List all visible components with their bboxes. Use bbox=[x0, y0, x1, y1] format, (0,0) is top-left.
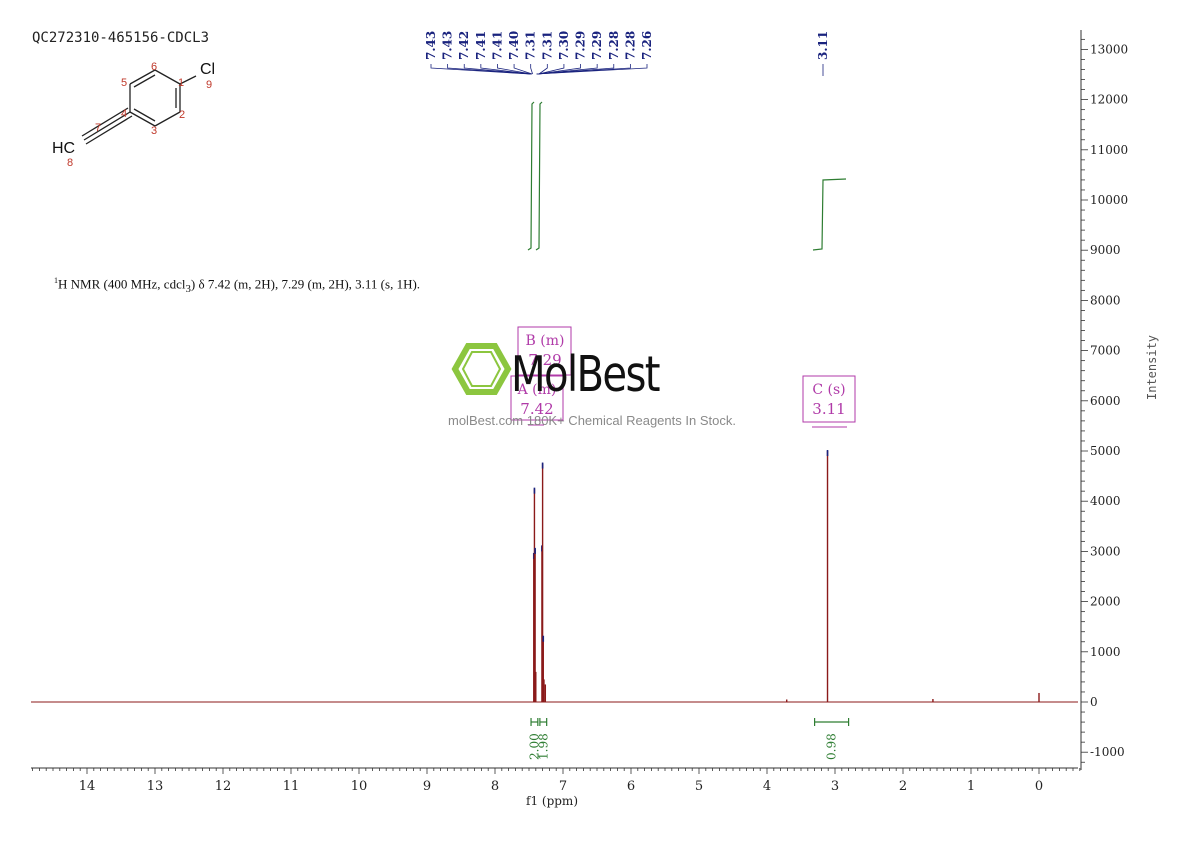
multiplet-label: A (m) bbox=[517, 382, 557, 398]
watermark-tagline: molBest.com 180K+ Chemical Reagents In S… bbox=[448, 413, 736, 428]
peak-label: 7.26 bbox=[640, 31, 654, 60]
ring-number: 4 bbox=[121, 108, 127, 120]
x-tick-label: 13 bbox=[147, 779, 164, 794]
molecule-labels: Cl 9 HC 8 1 2 3 4 5 6 7 bbox=[52, 61, 215, 169]
multiplet-label: C (s) bbox=[812, 382, 845, 398]
x-tick-label: 14 bbox=[79, 779, 96, 794]
peak-label-connector bbox=[537, 64, 598, 75]
nucleus-superscript: 1 bbox=[54, 276, 58, 285]
peak-label-connector bbox=[538, 64, 565, 75]
x-tick-label: 9 bbox=[423, 779, 431, 794]
multiplet-shift: 7.42 bbox=[520, 400, 553, 418]
peak-label: 3.11 bbox=[816, 31, 830, 60]
peak-label-connector bbox=[447, 64, 531, 75]
integral-value: 1.98 bbox=[536, 733, 550, 760]
summary-rest: ) δ 7.42 (m, 2H), 7.29 (m, 2H), 3.11 (s,… bbox=[190, 276, 421, 292]
peak-label-connector bbox=[538, 64, 548, 75]
peak-label-connector bbox=[497, 64, 532, 75]
x-tick-label: 3 bbox=[831, 779, 839, 794]
ring-number: 3 bbox=[151, 125, 157, 137]
peak-label: 7.43 bbox=[424, 31, 438, 60]
peak-label: 7.29 bbox=[574, 31, 588, 60]
x-tick-label: 11 bbox=[283, 779, 300, 794]
peak-label-connector bbox=[530, 64, 533, 75]
peak-label-connector bbox=[480, 64, 532, 75]
peak-label: 7.31 bbox=[540, 31, 554, 60]
peak-label-connector bbox=[463, 64, 531, 75]
y-tick-label: 0 bbox=[1090, 695, 1098, 709]
peak-label: 7.30 bbox=[557, 31, 571, 60]
peak-label: 7.28 bbox=[623, 31, 637, 60]
x-tick-label: 6 bbox=[627, 779, 635, 794]
x-tick-label: 10 bbox=[351, 779, 368, 794]
multiplet-box bbox=[517, 326, 572, 376]
y-tick-label: 10000 bbox=[1090, 193, 1128, 207]
sample-id: QC272310-465156-CDCL3 bbox=[32, 30, 210, 46]
x-tick-label: 4 bbox=[763, 779, 771, 794]
x-tick-label: 1 bbox=[967, 779, 975, 794]
y-axis-label: Intensity bbox=[1145, 334, 1159, 400]
multiplet-box bbox=[510, 375, 564, 421]
y-tick-label: 12000 bbox=[1090, 93, 1128, 107]
atom-number: 8 bbox=[67, 157, 73, 169]
ring-number: 6 bbox=[151, 61, 157, 73]
peak-label-connector bbox=[430, 64, 531, 75]
x-tick-label: 0 bbox=[1035, 779, 1043, 794]
peak-label: 7.29 bbox=[590, 31, 604, 60]
peak-label-connector bbox=[538, 64, 581, 75]
y-tick-label: 13000 bbox=[1090, 42, 1128, 56]
y-tick-label: 5000 bbox=[1090, 444, 1121, 458]
peak-label: 7.41 bbox=[490, 31, 504, 60]
x-tick-label: 8 bbox=[491, 779, 499, 794]
x-tick-label: 2 bbox=[899, 779, 907, 794]
y-tick-label: 8000 bbox=[1090, 293, 1121, 307]
ring-number: 1 bbox=[178, 77, 184, 89]
y-tick-label: 7000 bbox=[1090, 344, 1121, 358]
integral-value: 0.98 bbox=[825, 733, 839, 760]
peak-label: 7.31 bbox=[524, 31, 538, 60]
ring-number: 7 bbox=[95, 122, 101, 134]
summary-text: H NMR (400 MHz, cdcl bbox=[58, 276, 186, 292]
solvent-subscript: 3 bbox=[185, 282, 191, 295]
integral-curve bbox=[812, 178, 847, 251]
multiplet-box bbox=[802, 375, 856, 423]
x-axis-label: f1 (ppm) bbox=[526, 794, 578, 808]
integral-curve bbox=[535, 101, 543, 251]
x-tick-label: 12 bbox=[215, 779, 232, 794]
x-tick-label: 5 bbox=[695, 779, 703, 794]
peak-label-connector bbox=[513, 64, 533, 75]
y-tick-label: -1000 bbox=[1090, 745, 1125, 759]
peak-label: 7.42 bbox=[457, 31, 471, 60]
y-tick-label: 3000 bbox=[1090, 544, 1121, 558]
y-tick-label: 6000 bbox=[1090, 394, 1121, 408]
y-tick-label: 4000 bbox=[1090, 494, 1121, 508]
y-tick-label: 9000 bbox=[1090, 243, 1121, 257]
y-tick-label: 2000 bbox=[1090, 595, 1121, 609]
multiplet-shift: 7.29 bbox=[528, 351, 561, 369]
peak-label-connector bbox=[536, 64, 648, 75]
atom-symbol: HC bbox=[52, 140, 75, 157]
ring-number: 2 bbox=[179, 109, 185, 121]
ring-number: 5 bbox=[121, 77, 127, 89]
molecule-structure bbox=[81, 69, 197, 145]
x-tick-label: 7 bbox=[559, 779, 567, 794]
watermark-logo-text: MolBest bbox=[511, 346, 661, 403]
integral-curve bbox=[527, 101, 535, 251]
multiplet-shift: 3.11 bbox=[812, 400, 845, 418]
peak-label: 7.28 bbox=[607, 31, 621, 60]
peak-label: 7.41 bbox=[474, 31, 488, 60]
y-tick-label: 11000 bbox=[1090, 143, 1128, 157]
atom-symbol: Cl bbox=[200, 61, 215, 78]
peak-label: 7.43 bbox=[441, 31, 455, 60]
nmr-summary: 1H NMR (400 MHz, cdcl3) δ 7.42 (m, 2H), … bbox=[54, 276, 420, 295]
watermark-logo-icon bbox=[451, 343, 512, 395]
atom-number: 9 bbox=[206, 79, 212, 91]
integral-value: 2.00 bbox=[527, 733, 541, 760]
multiplet-label: B (m) bbox=[526, 333, 565, 349]
peak-label: 7.40 bbox=[507, 31, 521, 60]
y-tick-label: 1000 bbox=[1090, 645, 1121, 659]
